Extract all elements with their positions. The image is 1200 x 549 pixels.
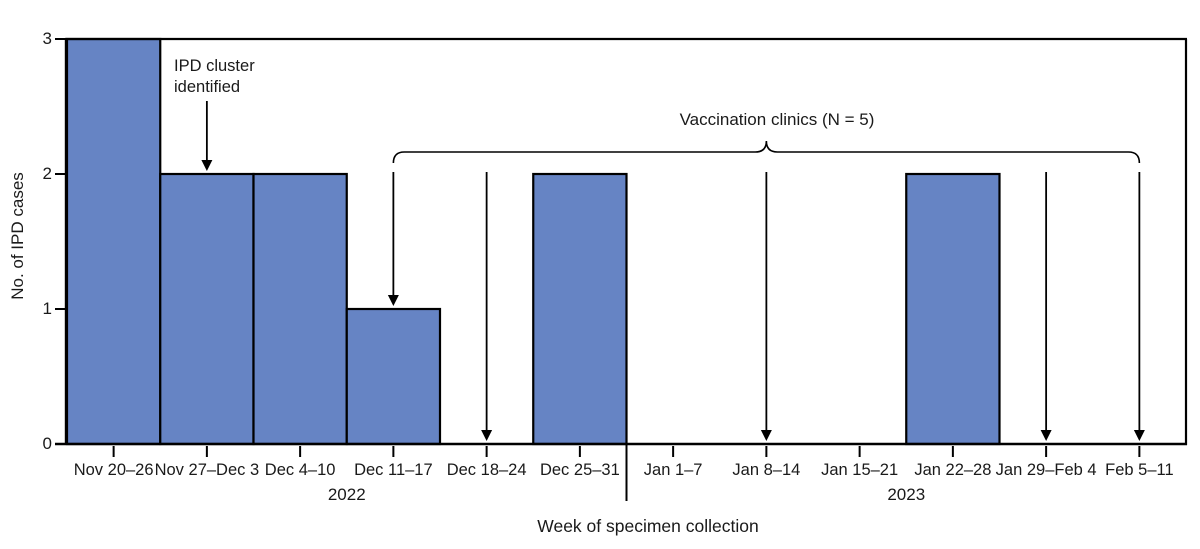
clinic-arrow-2-head [760,430,772,441]
x-tick-label: Jan 15–21 [821,461,899,479]
bar-0 [65,37,162,446]
vaccination-brace [392,140,1141,164]
y-tick-label: 1 [42,299,52,318]
bar-2 [252,172,348,446]
clinic-arrow-4-head [1133,430,1145,441]
y-tick-label: 2 [42,164,52,183]
cluster-annotation: IPD cluster identified [174,56,255,98]
bar-9 [905,172,1001,446]
clinic-arrow-3-head [1040,430,1052,441]
bar-3 [345,307,442,446]
x-axis-title: Week of specimen collection [537,516,759,536]
y-tick-label: 3 [42,29,52,48]
x-tick-label: Dec 25–31 [539,461,620,479]
cluster-arrow-head [201,160,213,171]
x-tick-label: Nov 20–26 [73,461,154,479]
x-tick-label: Dec 4–10 [264,461,336,479]
x-tick-label: Jan 8–14 [732,461,801,479]
x-tick-label: Dec 18–24 [446,461,527,479]
vaccination-clinics-label: Vaccination clinics (N = 5) [679,110,875,129]
x-tick-label: Nov 27–Dec 3 [154,461,260,479]
x-tick-label: Jan 29–Feb 4 [995,461,1097,479]
x-tick-label: Jan 22–28 [914,461,992,479]
clinic-arrow-0-head [387,295,399,306]
cluster-annotation-line2: identified [174,78,241,96]
bar-5 [532,172,628,446]
bar-1 [159,172,255,446]
x-tick-label: Feb 5–11 [1105,461,1174,479]
cluster-annotation-line1: IPD cluster [174,57,255,75]
clinic-arrow-1-head [481,430,493,441]
x-tick-label: Dec 11–17 [354,461,433,479]
x-tick-label: Jan 1–7 [643,461,703,479]
y-tick-label: 0 [42,434,52,453]
year-label-2023: 2023 [887,485,926,504]
year-label-2022: 2022 [327,485,366,504]
